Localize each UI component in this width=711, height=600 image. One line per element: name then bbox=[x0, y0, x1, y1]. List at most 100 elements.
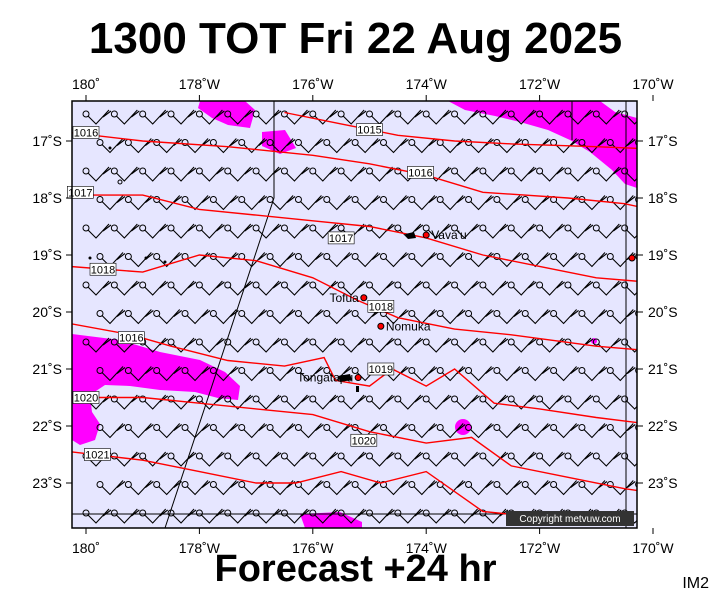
wind-barb bbox=[110, 508, 140, 524]
wind-barb bbox=[380, 423, 409, 439]
isobar-label: 1020 bbox=[72, 391, 100, 405]
axis-ticks: 180˚ 180˚ 178˚W 178˚W 176˚W 176˚W 174˚W 174˚W 17… bbox=[32, 76, 677, 556]
place-marker: Nomuka bbox=[377, 319, 431, 333]
wind-barb bbox=[252, 166, 282, 182]
rain-area-point bbox=[455, 419, 471, 435]
wind-barb bbox=[436, 309, 466, 325]
wind-barb bbox=[621, 224, 637, 239]
wind-barb bbox=[436, 138, 466, 154]
island-vavau bbox=[405, 232, 416, 239]
lon-label-bottom: 180˚ bbox=[72, 540, 100, 556]
lon-label-bottom: 178˚W bbox=[179, 540, 221, 556]
wind-barb bbox=[564, 109, 594, 125]
wind-barb bbox=[394, 337, 424, 353]
lat-label-right: 19˚S bbox=[648, 247, 678, 263]
isobar-label-text: 1015 bbox=[357, 125, 381, 137]
wind-barb bbox=[507, 451, 537, 467]
rain-area-west bbox=[72, 334, 240, 445]
wind-barb bbox=[280, 451, 310, 467]
isobar-label: 1017 bbox=[67, 186, 94, 199]
wind-barb bbox=[465, 195, 494, 211]
wind-barb bbox=[479, 166, 509, 182]
wind-barb bbox=[451, 280, 480, 296]
place-name: Tofua bbox=[329, 291, 359, 305]
lon-label-bottom: 174˚W bbox=[406, 540, 448, 556]
wind-barb bbox=[621, 167, 637, 182]
wind-barb bbox=[621, 281, 637, 296]
wind-barb bbox=[209, 138, 239, 154]
island-niuafoou bbox=[628, 254, 636, 262]
wind-barb bbox=[294, 309, 324, 325]
wind-barb bbox=[351, 195, 381, 211]
wind-barb bbox=[536, 166, 565, 182]
isobar-label: 1021 bbox=[84, 448, 111, 462]
wind-barb bbox=[394, 508, 424, 524]
wind-barb bbox=[309, 508, 339, 524]
wind-barb bbox=[507, 337, 537, 353]
wind-barb bbox=[635, 139, 637, 146]
rain-area-northeast bbox=[448, 101, 637, 188]
wind-barb bbox=[366, 394, 395, 410]
isobar-label: 1019 bbox=[367, 362, 395, 376]
wind-barb bbox=[337, 337, 367, 353]
wind-barb bbox=[238, 195, 268, 211]
place-name: Nomuka bbox=[386, 319, 431, 333]
wind-barb bbox=[224, 166, 254, 182]
wind-barb bbox=[635, 253, 637, 260]
wind-barb bbox=[493, 480, 523, 496]
wind-barb bbox=[436, 195, 466, 211]
wind-barb bbox=[82, 280, 112, 296]
isobar-line bbox=[72, 254, 637, 351]
isobar-label-text: 1017 bbox=[68, 187, 92, 199]
island-fiji-lau-1 bbox=[108, 146, 112, 150]
wind-barb bbox=[621, 395, 637, 410]
wind-barb bbox=[280, 337, 310, 353]
wind-barb bbox=[507, 394, 537, 410]
rain-area-north-small bbox=[262, 130, 296, 154]
wind-barb bbox=[181, 480, 211, 496]
isobar-label: 1020 bbox=[350, 433, 378, 447]
wind-barb bbox=[380, 480, 409, 496]
wind-barb bbox=[550, 309, 579, 325]
wind-barb bbox=[266, 252, 296, 268]
wind-barb bbox=[507, 109, 537, 125]
wind-barb bbox=[366, 508, 395, 524]
wind-barb bbox=[195, 280, 225, 296]
wind-barb bbox=[323, 138, 353, 154]
wind-barb bbox=[96, 480, 126, 496]
island-fiji-lau-2 bbox=[117, 179, 123, 185]
wind-barb bbox=[323, 480, 353, 496]
lon-label-bottom: 176˚W bbox=[292, 540, 334, 556]
isobar-label-text: 1018 bbox=[369, 301, 393, 313]
wind-barb bbox=[564, 394, 594, 410]
wind-barb bbox=[408, 309, 438, 325]
isobar-label-text: 1021 bbox=[85, 450, 109, 462]
wind-barb bbox=[195, 451, 225, 467]
wind-barb bbox=[280, 166, 310, 182]
wind-barb bbox=[536, 394, 565, 410]
island-fiji-lau-4 bbox=[144, 256, 148, 260]
wind-barb bbox=[479, 109, 509, 125]
lat-label-left: 20˚S bbox=[32, 304, 62, 320]
wind-barb bbox=[252, 337, 282, 353]
lat-label-right: 23˚S bbox=[648, 475, 678, 491]
wind-barb bbox=[408, 366, 438, 382]
wind-barb bbox=[110, 280, 140, 296]
wind-barb bbox=[294, 480, 324, 496]
wind-barb bbox=[366, 451, 395, 467]
wind-barb bbox=[167, 223, 197, 239]
wind-barb bbox=[422, 280, 452, 296]
wind-barb bbox=[124, 309, 154, 325]
wind-barb bbox=[224, 109, 254, 125]
wind-barb bbox=[564, 166, 594, 182]
wind-barb bbox=[96, 366, 126, 382]
isobar-line bbox=[72, 396, 637, 492]
lon-label-top: 180˚ bbox=[72, 76, 100, 92]
isobar-label: 1018 bbox=[367, 299, 395, 313]
wind-barb bbox=[294, 366, 324, 382]
wind-barb bbox=[536, 109, 565, 125]
wind-barb bbox=[366, 223, 395, 239]
wind-barb bbox=[209, 195, 239, 211]
wind-barb bbox=[465, 309, 494, 325]
lat-label-right: 17˚S bbox=[648, 133, 678, 149]
